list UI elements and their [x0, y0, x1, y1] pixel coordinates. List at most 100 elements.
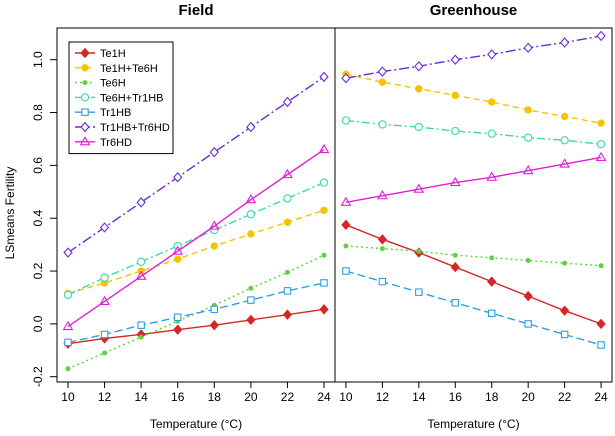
data-point [102, 350, 108, 356]
data-point [377, 234, 388, 245]
x-tick-label: 12 [98, 390, 112, 404]
data-point [596, 140, 606, 149]
data-point [173, 172, 183, 183]
y-axis: -0.2 0.0 0.2 0.4 0.6 0.8 1.0 [31, 51, 57, 387]
data-point [245, 194, 257, 204]
data-point [100, 330, 109, 339]
x-tick-label: 20 [244, 390, 258, 404]
series-tr1hb-plus-tr6hd [63, 71, 329, 258]
data-point [321, 252, 327, 258]
data-point [449, 176, 461, 187]
data-point [174, 255, 182, 263]
data-point [560, 112, 569, 121]
y-tick-label: 0.8 [31, 104, 45, 121]
data-point [209, 319, 219, 331]
data-point [283, 287, 292, 295]
data-point [379, 246, 385, 252]
y-tick-label: 0.4 [31, 210, 45, 227]
data-point [414, 61, 424, 72]
y-tick-label: 0.0 [31, 315, 45, 332]
data-point [282, 168, 293, 179]
series-line [67, 308, 325, 345]
legend: Te1H Te1H+Te6H Te6H Te6H+Tr1HB Tr1HB Tr1HB+Tr… [68, 41, 174, 155]
x-tick-label: 22 [558, 390, 572, 404]
data-point [597, 119, 605, 127]
legend-entry: Te1H+Te6H [75, 63, 158, 75]
x-tick-label: 12 [376, 390, 390, 404]
legend-label: Tr1HB+Tr6HD [100, 122, 170, 134]
data-point [100, 273, 109, 282]
x-tick-label: 24 [317, 390, 331, 404]
data-point [64, 338, 72, 347]
legend-marker [81, 108, 89, 116]
data-point [172, 245, 184, 255]
legend-entry: Te6H+Tr1HB [75, 92, 163, 104]
data-point [320, 206, 328, 214]
data-point [63, 290, 73, 299]
data-point [210, 242, 218, 250]
data-point [136, 197, 146, 208]
data-point [487, 276, 497, 287]
legend-marker [79, 136, 91, 146]
data-point [63, 247, 73, 258]
data-point [208, 220, 220, 230]
data-point [415, 288, 423, 296]
data-point [488, 98, 496, 106]
data-point [596, 318, 606, 330]
x-tick-label: 14 [134, 390, 148, 404]
data-point [247, 230, 255, 238]
data-point [173, 313, 182, 322]
series-line [345, 270, 602, 346]
series-line [67, 76, 325, 254]
series-te1h [63, 304, 329, 349]
data-point [562, 260, 568, 266]
data-point [378, 120, 387, 129]
x-axis-label: Temperature (°C) [150, 417, 242, 431]
y-tick-label: -0.2 [31, 366, 45, 387]
data-point [597, 341, 605, 349]
data-point [487, 129, 496, 138]
panel-greenhouse: Greenhouse 10 12 14 16 18 20 22 24 Temperature (°… [334, 2, 613, 431]
plot-frame [334, 27, 613, 383]
panel-title: Greenhouse [430, 2, 518, 19]
data-point [596, 30, 606, 42]
data-point [377, 190, 388, 200]
series-te6h [343, 243, 604, 269]
legend-entry: Tr6HD [75, 136, 132, 149]
series-line [345, 73, 602, 124]
legend-marker [80, 121, 90, 133]
data-point [173, 324, 183, 335]
data-point [284, 269, 290, 275]
panel-title: Field [178, 2, 213, 19]
data-point [340, 196, 352, 206]
y-tick-label: 1.0 [31, 51, 45, 68]
data-point [486, 171, 498, 181]
series-line [345, 35, 602, 79]
data-point [283, 218, 292, 226]
y-tick-label: 0.2 [31, 262, 45, 279]
y-axis-label: LSmeans Fertility [3, 167, 17, 260]
data-point [341, 72, 351, 84]
x-axis-label: Temperature (°C) [427, 417, 519, 431]
data-point [523, 42, 533, 54]
series-tr1hb [342, 267, 605, 349]
x-tick-label: 22 [281, 390, 295, 404]
data-point [319, 71, 329, 83]
data-point [487, 309, 496, 318]
data-point [246, 121, 256, 133]
data-point [318, 143, 330, 154]
data-point [559, 37, 570, 48]
data-point [559, 158, 570, 168]
series-line [345, 224, 602, 325]
data-point [65, 366, 71, 372]
x-tick-label: 16 [171, 390, 185, 404]
data-point [136, 257, 146, 266]
data-point [450, 54, 460, 65]
x-tick-label: 18 [208, 390, 222, 404]
data-point [560, 330, 569, 339]
legend-marker [80, 47, 90, 59]
data-point [138, 334, 144, 340]
legend-entry: Tr1HB [75, 107, 131, 119]
series-te6h-plus-tr1hb [341, 116, 606, 149]
data-point [414, 122, 423, 132]
